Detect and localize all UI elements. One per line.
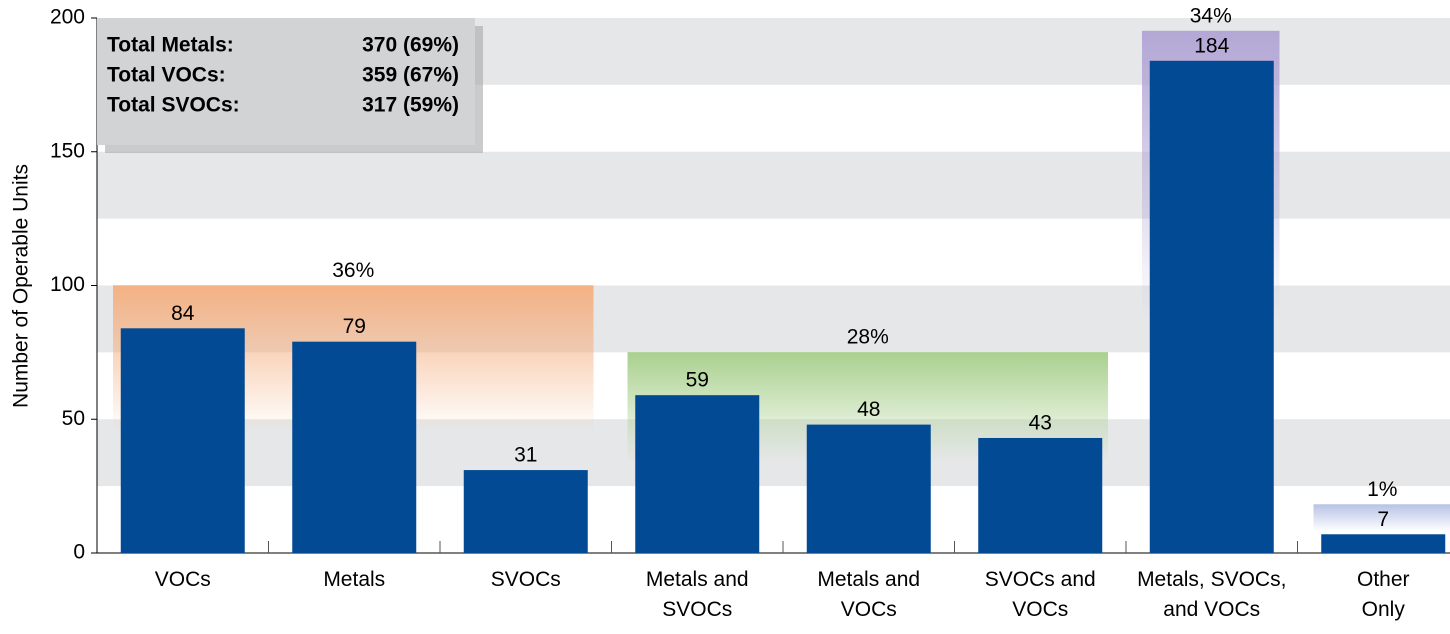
y-tick-label: 150 <box>50 139 85 162</box>
x-tick-label: VOCs <box>154 568 211 591</box>
group-label: 36% <box>332 259 374 282</box>
y-axis-label: Number of Operable Units <box>10 164 33 408</box>
value-label: 7 <box>1377 508 1389 531</box>
summary-value: 317 (59%) <box>362 94 459 117</box>
x-tick-label: Metals and SVOCs <box>645 568 749 621</box>
x-tick-label: Metals and VOCs <box>817 568 921 621</box>
value-label: 31 <box>514 444 537 467</box>
value-label: 184 <box>1194 34 1229 57</box>
group-label: 1% <box>1367 478 1397 501</box>
bar <box>635 395 760 553</box>
summary-value: 370 (69%) <box>362 34 459 57</box>
x-tick-label: Metals, SVOCs, and VOCs <box>1137 568 1287 621</box>
bar <box>120 328 245 553</box>
bar <box>292 341 417 553</box>
value-label: 48 <box>857 398 880 421</box>
value-label: 59 <box>686 369 709 392</box>
y-tick-label: 200 <box>50 6 85 29</box>
bar <box>806 424 931 553</box>
x-tick-label: SVOCs and VOCs <box>984 568 1096 621</box>
summary-label: Total SVOCs: <box>107 94 240 117</box>
group-label: 34% <box>1190 4 1232 27</box>
summary-label: Total Metals: <box>107 34 234 57</box>
bar <box>1321 534 1446 553</box>
summary-box <box>97 18 475 145</box>
y-tick-label: 0 <box>73 541 85 564</box>
bar <box>978 437 1103 553</box>
value-label: 43 <box>1029 412 1052 435</box>
x-tick-label: SVOCs <box>490 568 561 591</box>
value-label: 84 <box>171 302 195 325</box>
summary-value: 359 (67%) <box>362 64 459 87</box>
bar <box>1149 60 1274 554</box>
bar <box>463 470 588 553</box>
x-tick-label: Metals <box>323 568 386 591</box>
y-tick-label: 50 <box>62 407 85 430</box>
value-label: 79 <box>343 315 366 338</box>
y-tick-label: 100 <box>50 273 85 296</box>
group-label: 28% <box>847 326 889 349</box>
x-tick-label: Other Only <box>1356 568 1410 621</box>
summary-label: Total VOCs: <box>107 64 226 87</box>
